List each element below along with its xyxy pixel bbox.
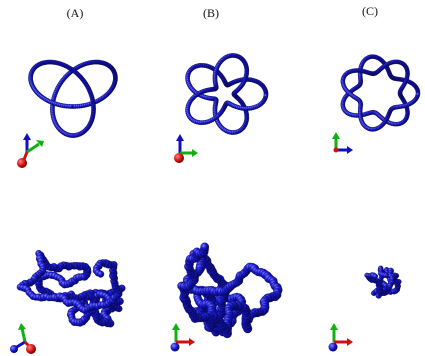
axis-triad-b-top xyxy=(174,134,198,163)
globule-c xyxy=(365,266,402,299)
axis-triad-a-bottom xyxy=(10,323,36,354)
knot-a-trefoil xyxy=(28,60,117,138)
knot-c-torus xyxy=(341,55,420,132)
axis-triad-b-bottom xyxy=(171,323,196,352)
axis-triad-a-top xyxy=(17,133,44,168)
axis-triad-c-bottom xyxy=(329,323,354,352)
globule-a xyxy=(17,250,125,327)
globule-b xyxy=(177,243,282,338)
axis-triad-c-top xyxy=(332,132,353,154)
knot-b-star xyxy=(185,53,268,134)
